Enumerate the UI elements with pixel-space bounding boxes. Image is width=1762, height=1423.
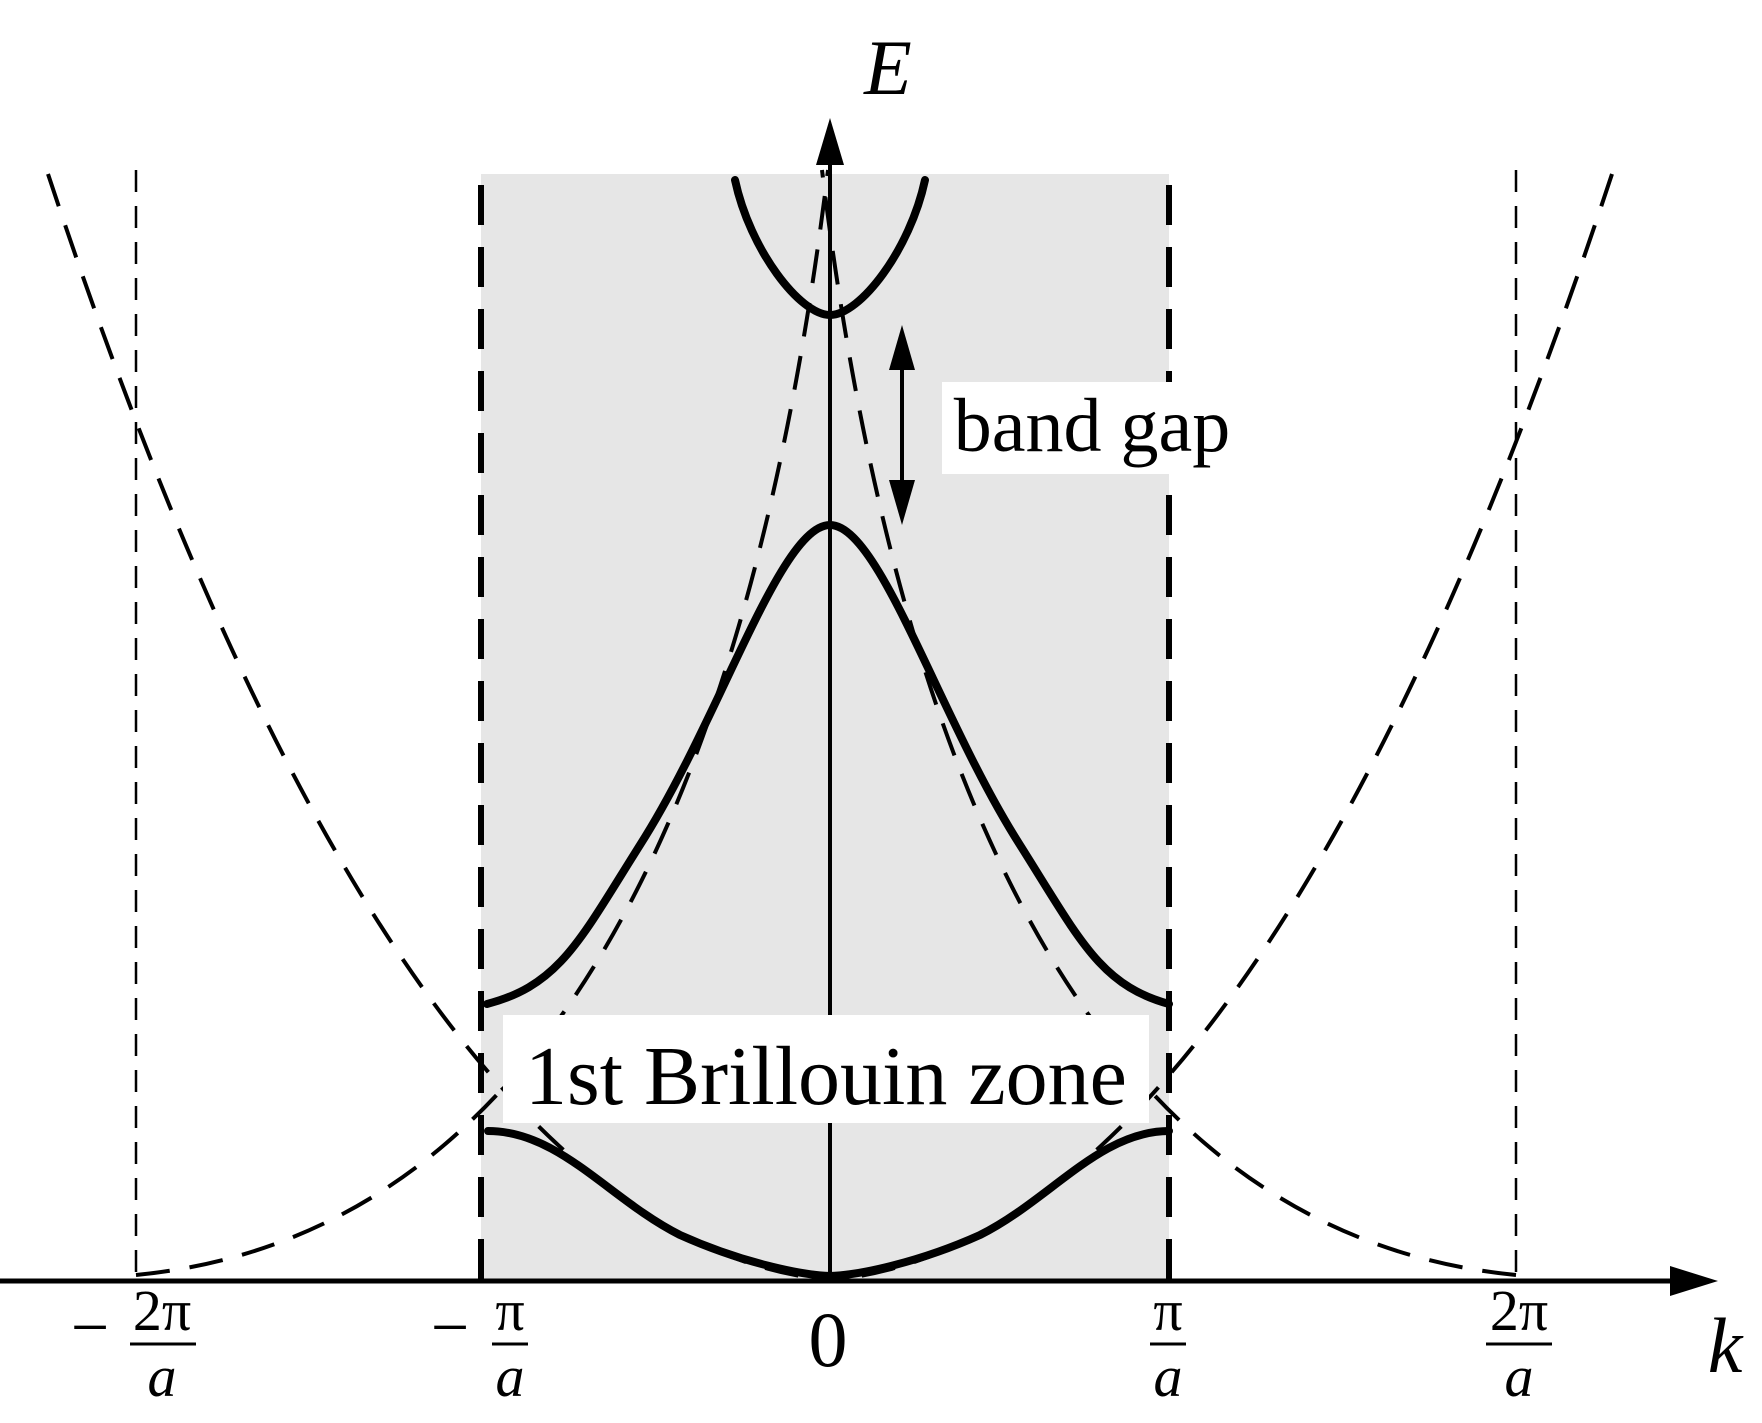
free-electron-parabola-shifted-left (135, 169, 830, 1277)
tick-numerator: 2π (1490, 1278, 1548, 1343)
energy-axis-label: E (863, 24, 912, 111)
tick-numerator: π (495, 1278, 524, 1343)
zone-label-background (503, 1015, 1149, 1123)
tick-label-pi-over-a: π a (1150, 1278, 1186, 1409)
brillouin-zone-label: 1st Brillouin zone (525, 1030, 1127, 1123)
third-band (731, 176, 929, 319)
tick-denominator: a (496, 1344, 525, 1409)
tick-label-zero: 0 (809, 1296, 848, 1383)
k-axis-label: k (1708, 1302, 1744, 1389)
band-gap-label-background (942, 382, 1242, 474)
energy-axis-arrowhead (816, 118, 844, 165)
tick-denominator: a (1505, 1344, 1534, 1409)
free-electron-parabola-left-branch (46, 173, 831, 1282)
tick-label-minus-2pi-over-a: − 2π a (71, 1278, 196, 1409)
tick-numerator: 0 (809, 1296, 848, 1383)
free-electron-parabola-right-branch (829, 173, 1614, 1282)
tick-label-minus-pi-over-a: − π a (431, 1278, 528, 1409)
band-gap-arrowhead-down (889, 480, 915, 525)
k-axis-arrowhead (1670, 1266, 1718, 1296)
tick-numerator: 2π (133, 1278, 191, 1343)
tick-denominator: a (148, 1344, 177, 1409)
tick-denominator: a (1154, 1344, 1183, 1409)
tick-numerator: π (1153, 1278, 1182, 1343)
tick-label-2pi-over-a: 2π a (1486, 1278, 1552, 1409)
band-gap-label: band gap (954, 384, 1230, 468)
band-gap-arrowhead-up (889, 325, 915, 370)
second-band (483, 521, 1173, 1008)
tick-sign: − (431, 1289, 469, 1365)
tick-sign: − (71, 1289, 109, 1365)
lowest-band (484, 1127, 1173, 1280)
free-electron-parabola-shifted-right (820, 169, 1517, 1277)
